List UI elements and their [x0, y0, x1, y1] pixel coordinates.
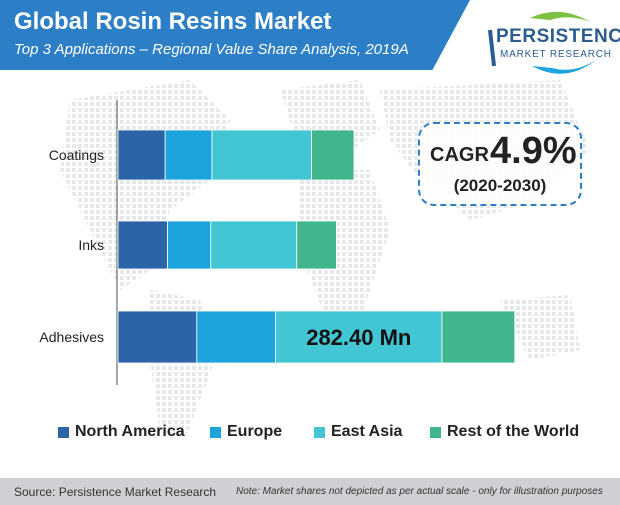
chart-subtitle: Top 3 Applications – Regional Value Shar…	[14, 41, 409, 58]
legend-label: Rest of the World	[447, 423, 580, 440]
title-banner: Global Rosin Resins Market Top 3 Applica…	[0, 0, 470, 70]
bar-inks-rest-of-the-world	[296, 220, 337, 270]
category-label: Inks	[78, 237, 104, 253]
cagr-period: (2020-2030)	[453, 176, 547, 195]
legend-swatch	[58, 426, 69, 438]
stacked-bar-chart: Coatings Inks Adhesives 282.40 Mn	[39, 100, 516, 385]
legend-swatch	[430, 426, 441, 438]
bar-coatings-europe	[164, 129, 213, 181]
bar-coatings-east-asia	[211, 129, 312, 181]
chart-legend: North America Europe East Asia Rest of the …	[58, 422, 598, 442]
footer-source: Source: Persistence Market Research	[14, 485, 217, 499]
legend-item-rest-of-the-world: Rest of the World	[430, 422, 579, 442]
legend-item-east-asia: East Asia	[314, 422, 402, 442]
logo-globe-icon	[488, 11, 596, 74]
legend-label: Europe	[227, 423, 283, 440]
legend-swatch	[210, 426, 221, 438]
bar-adhesives-north-america	[117, 310, 198, 364]
cagr-label: CAGR	[430, 144, 489, 166]
bar-adhesives-rest-of-the-world	[441, 310, 516, 364]
cagr-callout: CAGR 4.9% (2020-2030)	[418, 122, 582, 206]
chart-title: Global Rosin Resins Market	[14, 8, 332, 35]
logo-tagline: MARKET RESEARCH	[500, 49, 612, 60]
bar-data-label: 282.40 Mn	[306, 325, 411, 350]
legend-label: North America	[75, 423, 185, 440]
bar-adhesives-europe	[196, 310, 277, 364]
category-label: Coatings	[49, 147, 104, 163]
cagr-value: 4.9%	[490, 130, 577, 172]
legend-swatch	[314, 426, 325, 438]
legend-item-europe: Europe	[210, 422, 282, 442]
bar-coatings-rest-of-the-world	[311, 129, 355, 181]
bar-coatings-north-america	[117, 129, 166, 181]
footer-bar: Source: Persistence Market Research Note…	[0, 478, 620, 505]
footer-note: Note: Market shares not depicted as per …	[236, 486, 603, 497]
company-logo: PERSISTENCE MARKET RESEARCH	[470, 8, 620, 78]
legend-label: East Asia	[331, 423, 403, 440]
bar-inks-europe	[167, 220, 212, 270]
bar-inks-north-america	[117, 220, 168, 270]
legend-item-north-america: North America	[58, 422, 185, 442]
bar-adhesives-east-asia	[275, 310, 443, 364]
logo-name: PERSISTENCE	[496, 26, 620, 47]
category-label: Adhesives	[39, 329, 104, 345]
bar-inks-east-asia	[210, 220, 298, 270]
